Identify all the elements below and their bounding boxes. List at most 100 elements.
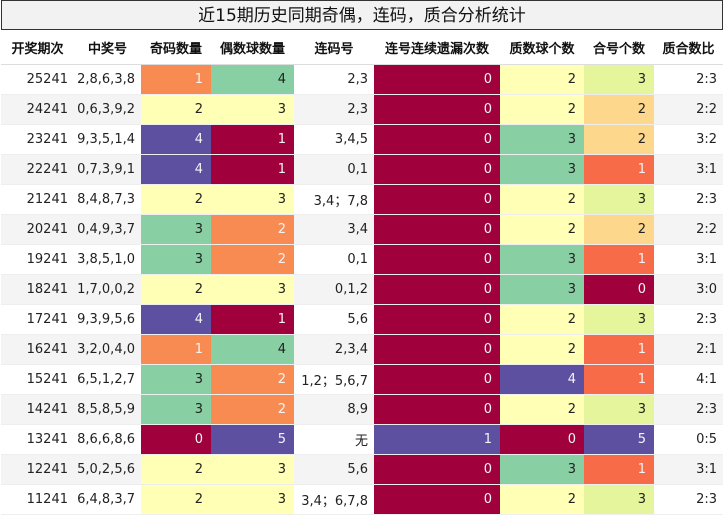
consecutive-cell: 2,3,4 [294,335,374,365]
header-odd-count: 奇码数量 [141,30,211,65]
even-count-cell: 1 [211,305,294,335]
numbers-cell: 9,3,9,5,6 [74,305,141,335]
prime-count-cell: 2 [500,65,584,95]
composite-count-cell: 1 [584,245,654,275]
composite-count-cell: 3 [584,305,654,335]
odd-count-cell: 4 [141,305,211,335]
ratio-cell: 2:3 [654,65,723,95]
numbers-cell: 0,7,3,9,1 [74,155,141,185]
composite-count-cell: 2 [584,215,654,245]
prime-count-cell: 3 [500,275,584,305]
odd-count-cell: 2 [141,275,211,305]
period-cell: 16241 [1,335,74,365]
numbers-cell: 1,7,0,0,2 [74,275,141,305]
table-row: 16241 3,2,0,4,0 1 4 2,3,4 0 2 1 2:1 [1,335,723,365]
consecutive-cell: 0,1 [294,155,374,185]
period-cell: 21241 [1,185,74,215]
period-cell: 14241 [1,395,74,425]
header-composite-count: 合号个数 [584,30,654,65]
ratio-cell: 2:3 [654,185,723,215]
prime-count-cell: 2 [500,305,584,335]
odd-count-cell: 3 [141,395,211,425]
consecutive-miss-cell: 0 [374,455,500,485]
composite-count-cell: 5 [584,425,654,455]
prime-count-cell: 4 [500,365,584,395]
prime-count-cell: 2 [500,395,584,425]
table-row: 19241 3,8,5,1,0 3 2 0,1 0 3 1 3:1 [1,245,723,275]
table-row: 13241 8,6,6,8,6 0 5 无 1 0 5 0:5 [1,425,723,455]
table-row: 11241 6,4,8,3,7 2 3 3,4；6,7,8 0 2 3 2:3 [1,485,723,515]
table-row: 22241 0,7,3,9,1 4 1 0,1 0 3 1 3:1 [1,155,723,185]
prime-count-cell: 2 [500,485,584,515]
period-cell: 23241 [1,125,74,155]
odd-count-cell: 1 [141,65,211,95]
consecutive-cell: 2,3 [294,65,374,95]
even-count-cell: 2 [211,245,294,275]
numbers-cell: 6,5,1,2,7 [74,365,141,395]
prime-count-cell: 3 [500,155,584,185]
prime-count-cell: 2 [500,335,584,365]
consecutive-miss-cell: 0 [374,155,500,185]
numbers-cell: 8,5,8,5,9 [74,395,141,425]
ratio-cell: 3:1 [654,455,723,485]
consecutive-miss-cell: 0 [374,275,500,305]
consecutive-cell: 5,6 [294,455,374,485]
odd-count-cell: 4 [141,155,211,185]
period-cell: 24241 [1,95,74,125]
consecutive-cell: 3,4,5 [294,125,374,155]
numbers-cell: 8,4,8,7,3 [74,185,141,215]
table-row: 17241 9,3,9,5,6 4 1 5,6 0 2 3 2:3 [1,305,723,335]
ratio-cell: 3:1 [654,155,723,185]
ratio-cell: 3:2 [654,125,723,155]
composite-count-cell: 3 [584,395,654,425]
page-title: 近15期历史同期奇偶，连码，质合分析统计 [1,0,723,30]
numbers-cell: 6,4,8,3,7 [74,485,141,515]
consecutive-miss-cell: 0 [374,335,500,365]
period-cell: 13241 [1,425,74,455]
ratio-cell: 2:3 [654,305,723,335]
numbers-cell: 5,0,2,5,6 [74,455,141,485]
header-period: 开奖期次 [1,30,74,65]
consecutive-cell: 2,3 [294,95,374,125]
even-count-cell: 2 [211,365,294,395]
numbers-cell: 3,8,5,1,0 [74,245,141,275]
prime-count-cell: 3 [500,455,584,485]
ratio-cell: 2:2 [654,95,723,125]
composite-count-cell: 1 [584,155,654,185]
consecutive-miss-cell: 0 [374,215,500,245]
odd-count-cell: 1 [141,335,211,365]
even-count-cell: 2 [211,395,294,425]
composite-count-cell: 1 [584,455,654,485]
period-cell: 12241 [1,455,74,485]
table-row: 23241 9,3,5,1,4 4 1 3,4,5 0 3 2 3:2 [1,125,723,155]
table-header-row: 开奖期次 中奖号 奇码数量 偶数球数量 连码号 连号连续遗漏次数 质数球个数 合… [1,30,723,65]
composite-count-cell: 1 [584,335,654,365]
table-row: 14241 8,5,8,5,9 3 2 8,9 0 2 3 2:3 [1,395,723,425]
header-consecutive: 连码号 [294,30,374,65]
odd-count-cell: 4 [141,125,211,155]
numbers-cell: 0,6,3,9,2 [74,95,141,125]
even-count-cell: 4 [211,65,294,95]
even-count-cell: 3 [211,275,294,305]
consecutive-miss-cell: 0 [374,65,500,95]
numbers-cell: 2,8,6,3,8 [74,65,141,95]
composite-count-cell: 3 [584,65,654,95]
consecutive-cell: 3,4；7,8 [294,185,374,215]
consecutive-miss-cell: 0 [374,245,500,275]
consecutive-miss-cell: 0 [374,185,500,215]
ratio-cell: 2:3 [654,395,723,425]
odd-count-cell: 3 [141,245,211,275]
period-cell: 15241 [1,365,74,395]
consecutive-miss-cell: 0 [374,95,500,125]
composite-count-cell: 3 [584,485,654,515]
prime-count-cell: 3 [500,245,584,275]
period-cell: 25241 [1,65,74,95]
prime-count-cell: 2 [500,95,584,125]
numbers-cell: 8,6,6,8,6 [74,425,141,455]
period-cell: 17241 [1,305,74,335]
consecutive-cell: 0,1 [294,245,374,275]
even-count-cell: 5 [211,425,294,455]
period-cell: 18241 [1,275,74,305]
period-cell: 22241 [1,155,74,185]
table-row: 20241 0,4,9,3,7 3 2 3,4 0 2 2 2:2 [1,215,723,245]
